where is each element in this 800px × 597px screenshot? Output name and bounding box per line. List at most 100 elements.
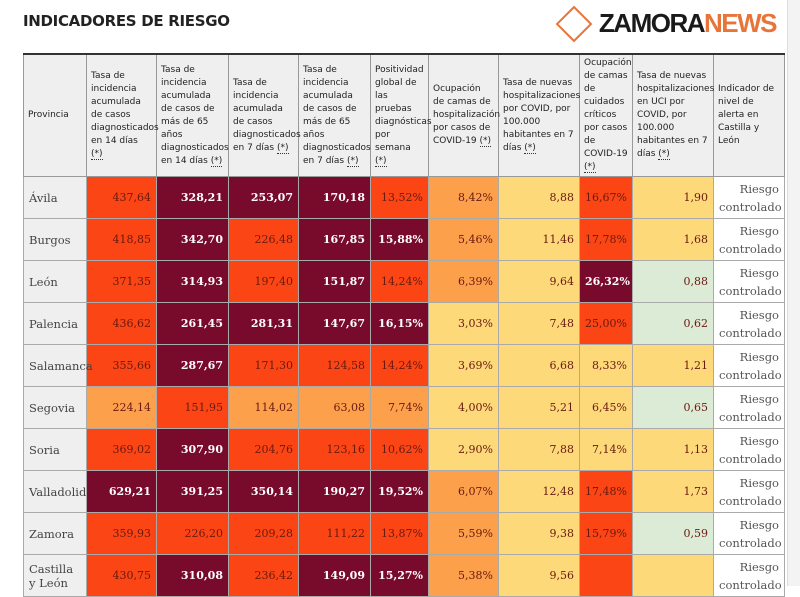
footnote-link[interactable]: (*) — [210, 155, 223, 167]
alert-level-cell: Riesgo controlado — [713, 554, 785, 597]
indicator-cell: 17,48% — [579, 470, 633, 513]
indicator-cell: 287,67 — [156, 344, 229, 387]
footnote-link[interactable]: (*) — [276, 142, 289, 154]
indicator-cell: 26,32% — [579, 260, 633, 303]
table-row: León 371,35 314,93 197,40 151,87 14,24% 6,39% 9… — [23, 260, 785, 303]
indicator-cell: 8,42% — [428, 176, 499, 219]
indicator-cell: 226,20 — [156, 512, 229, 555]
indicator-cell: 63,08 — [298, 386, 371, 429]
header-label: Ocupación de camas de hospitalización po… — [433, 84, 501, 146]
footnote-link[interactable]: (*) — [479, 136, 492, 147]
indicator-cell: 10,62% — [370, 428, 429, 471]
indicator-cell: 437,64 — [86, 176, 157, 219]
header-label: Tasa de nuevas hospitalizaciones en UCI … — [637, 71, 715, 159]
alert-level-cell: Riesgo controlado — [713, 428, 785, 471]
indicator-cell: 13,52% — [370, 176, 429, 219]
indicator-cell: 7,74% — [370, 386, 429, 429]
indicator-cell: 12,48 — [498, 470, 580, 513]
province-cell: Castilla y León — [23, 554, 87, 597]
zamoranews-logo: ZAMORA NEWS — [555, 5, 778, 42]
column-header: Tasa de nuevas hospitalizaciones en UCI … — [632, 53, 715, 177]
header-label: Tasa de incidencia acumulada de casos di… — [91, 71, 159, 146]
table-row: Ávila 437,64 328,21 253,07 170,18 13,52% 8,42%… — [23, 176, 785, 219]
alert-level-cell: Riesgo controlado — [713, 470, 785, 513]
table-row: Soria 369,02 307,90 204,76 123,16 10,62% 2,90%… — [23, 428, 785, 471]
header-label: Tasa de incidencia acumulada de casos di… — [233, 77, 301, 153]
indicator-cell: 8,88 — [498, 176, 580, 219]
indicator-cell: 436,62 — [86, 302, 157, 345]
indicator-cell: 124,58 — [298, 344, 371, 387]
province-cell: Ávila — [23, 176, 87, 219]
indicator-cell: 15,79% — [579, 512, 633, 555]
header-label: Provincia — [28, 110, 69, 120]
header-label: Positividad global de las pruebas diagnó… — [375, 64, 432, 153]
indicator-cell: 1,73 — [632, 470, 714, 513]
alert-level-cell: Riesgo controlado — [713, 512, 785, 555]
indicator-cell: 261,45 — [156, 302, 229, 345]
indicator-cell: 11,46 — [498, 218, 580, 261]
indicator-cell: 0,59 — [632, 512, 714, 555]
indicator-cell: 418,85 — [86, 218, 157, 261]
header-label: Tasa de incidencia acumulada de casos de… — [161, 64, 229, 166]
footnote-link[interactable]: (*) — [658, 149, 670, 160]
indicator-cell: 430,75 — [86, 554, 157, 597]
table-row: Castilla y León 430,75 310,08 236,42 149,09 1… — [23, 554, 785, 597]
indicator-cell: 629,21 — [86, 470, 157, 513]
indicator-cell: 204,76 — [228, 428, 299, 471]
indicator-cell: 114,02 — [228, 386, 299, 429]
column-header: Tasa de incidencia acumulada de casos di… — [86, 53, 159, 177]
page-title: INDICADORES DE RIESGO — [23, 12, 230, 30]
column-header: Ocupación de camas de hospitalización po… — [428, 53, 501, 177]
indicator-cell: 310,08 — [156, 554, 229, 597]
alert-level-cell: Riesgo controlado — [713, 386, 785, 429]
indicator-cell: 236,42 — [228, 554, 299, 597]
alert-level-cell: Riesgo controlado — [713, 218, 785, 261]
indicator-cell: 359,93 — [86, 512, 157, 555]
province-cell: Palencia — [23, 302, 87, 345]
indicator-cell: 281,31 — [228, 302, 299, 345]
header-label: Indicador de nivel de alerta en Castilla… — [718, 84, 775, 146]
indicator-cell — [632, 554, 714, 597]
indicator-cell: 4,00% — [428, 386, 499, 429]
footnote-link[interactable]: (*) — [91, 149, 103, 160]
province-cell: León — [23, 260, 87, 303]
indicator-cell: 342,70 — [156, 218, 229, 261]
column-header: Tasa de nuevas hospitalizaciones por COV… — [498, 53, 580, 177]
indicator-cell: 6,07% — [428, 470, 499, 513]
scrollbar[interactable] — [787, 0, 800, 586]
indicator-cell: 307,90 — [156, 428, 229, 471]
indicator-cell: 0,65 — [632, 386, 714, 429]
province-cell: Segovia — [23, 386, 87, 429]
table-row: Burgos 418,85 342,70 226,48 167,85 15,88% 5,46… — [23, 218, 785, 261]
footnote-link[interactable]: (*) — [524, 142, 536, 154]
indicator-cell: 1,13 — [632, 428, 714, 471]
logo-mark-icon — [555, 5, 593, 42]
footnote-link[interactable]: (*) — [375, 155, 387, 167]
indicator-cell: 253,07 — [228, 176, 299, 219]
indicator-cell: 209,28 — [228, 512, 299, 555]
indicator-cell: 147,67 — [298, 302, 371, 345]
indicator-cell: 5,38% — [428, 554, 499, 597]
indicator-cell — [579, 554, 633, 597]
table-row: Salamanca 355,66 287,67 171,30 124,58 14,24% 3… — [23, 344, 785, 387]
indicator-cell: 7,48 — [498, 302, 580, 345]
indicator-cell: 16,67% — [579, 176, 633, 219]
indicator-cell: 6,39% — [428, 260, 499, 303]
indicator-cell: 8,33% — [579, 344, 633, 387]
table-row: Zamora 359,93 226,20 209,28 111,22 13,87% 5,59… — [23, 512, 785, 555]
column-header: Indicador de nivel de alerta en Castilla… — [713, 53, 785, 177]
alert-level-cell: Riesgo controlado — [713, 302, 785, 345]
column-header: Tasa de incidencia acumulada de casos di… — [228, 53, 301, 177]
indicator-cell: 17,78% — [579, 218, 633, 261]
alert-level-cell: Riesgo controlado — [713, 344, 785, 387]
footnote-link[interactable]: (*) — [584, 162, 596, 173]
indicator-cell: 314,93 — [156, 260, 229, 303]
indicator-cell: 3,03% — [428, 302, 499, 345]
indicator-cell: 15,88% — [370, 218, 429, 261]
indicator-cell: 167,85 — [298, 218, 371, 261]
indicator-cell: 355,66 — [86, 344, 157, 387]
column-header: Positividad global de las pruebas diagnó… — [370, 53, 432, 177]
indicator-cell: 369,02 — [86, 428, 157, 471]
footnote-link[interactable]: (*) — [346, 155, 359, 167]
indicator-cell: 1,68 — [632, 218, 714, 261]
